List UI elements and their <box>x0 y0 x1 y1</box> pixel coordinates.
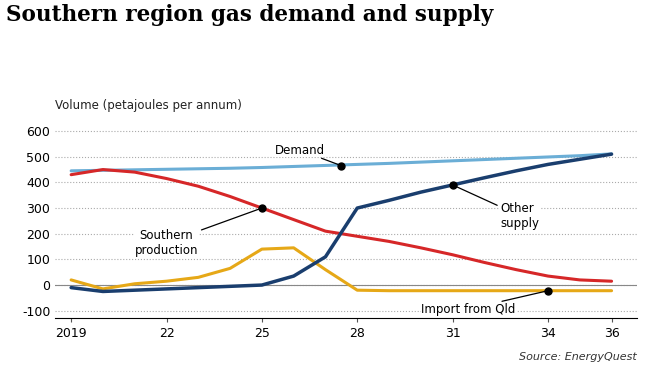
Text: Source: EnergyQuest: Source: EnergyQuest <box>519 352 637 362</box>
Text: Volume (petajoules per annum): Volume (petajoules per annum) <box>55 98 242 112</box>
Text: Demand: Demand <box>275 144 339 165</box>
Text: Southern region gas demand and supply: Southern region gas demand and supply <box>6 4 494 26</box>
Text: Import from Qld: Import from Qld <box>421 291 545 315</box>
Text: Southern
production: Southern production <box>135 209 259 257</box>
Text: Other
supply: Other supply <box>455 186 540 229</box>
